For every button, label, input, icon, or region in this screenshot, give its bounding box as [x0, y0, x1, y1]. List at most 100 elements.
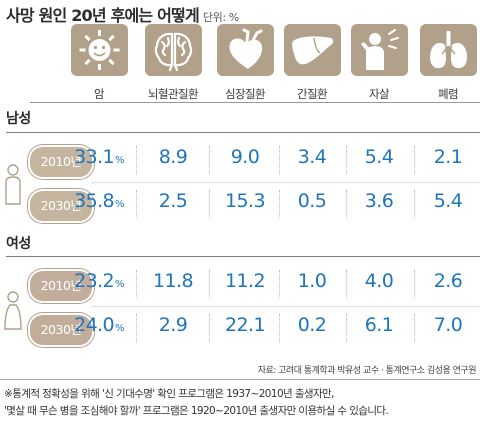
unit-label: 단위: %	[202, 11, 239, 24]
liver-icon-tile	[284, 24, 341, 76]
value-number: 11.8	[153, 270, 194, 292]
value-number: 1.0	[297, 270, 327, 292]
data-value: 2.5	[141, 190, 205, 212]
column-separator	[209, 314, 210, 342]
year-badge: 2010년	[28, 145, 94, 179]
column-separator	[278, 190, 280, 218]
column-separator	[209, 270, 210, 298]
table-row: 2030년 35.8% 2.5 15.3 0.5 3.6 5.4	[0, 184, 480, 224]
header-rule	[30, 102, 480, 103]
data-value: 5.4	[416, 190, 480, 212]
cause-label: 간질환	[297, 87, 328, 101]
value-number: 5.4	[364, 146, 394, 168]
percent-sign: %	[115, 155, 125, 166]
sun-icon	[79, 30, 120, 70]
value-number: 35.8	[74, 190, 115, 212]
column-separator	[209, 146, 210, 174]
table-row: 2010년 33.1% 8.9 9.0 3.4 5.4 2.1	[0, 140, 480, 180]
column-separator	[209, 190, 210, 218]
table-row: 2030년 24.0% 2.9 22.1 0.2 6.1 7.0	[0, 308, 480, 348]
lungs-icon-tile	[420, 24, 477, 76]
value-number: 11.2	[225, 270, 266, 292]
value-number: 9.0	[230, 146, 260, 168]
data-value: 7.0	[416, 314, 480, 336]
value-number: 2.5	[158, 190, 188, 212]
column-separator	[278, 146, 280, 174]
female-section-label: 여성	[6, 236, 31, 252]
value-number: 3.6	[364, 190, 394, 212]
section-divider	[6, 256, 480, 257]
source-credit: 자료: 고려대 통계학과 박유성 교수 · 통계연구소 김성용 연구원	[257, 366, 477, 376]
column-separator	[345, 314, 347, 342]
brain-icon-tile	[145, 24, 202, 76]
page-title: 사망 원인 20년 후에는 어떻게 단위: %	[6, 2, 239, 26]
column-separator	[345, 146, 347, 174]
data-value: 1.0	[280, 270, 344, 292]
data-value: 6.1	[347, 314, 411, 336]
value-number: 15.3	[225, 190, 266, 212]
data-value: 8.9	[141, 146, 205, 168]
column-separator	[136, 190, 137, 218]
year-badge: 2010년	[28, 269, 94, 303]
cause-label: 폐렴	[438, 87, 459, 101]
brain-icon	[154, 32, 193, 72]
data-value: 5.4	[347, 146, 411, 168]
data-value: 11.2	[213, 270, 277, 292]
year-badge: 2030년	[28, 189, 94, 223]
data-value: 23.2%	[67, 270, 131, 292]
row-separator	[92, 182, 480, 183]
column-separator	[136, 146, 137, 174]
footnote: ※통계적 정확성을 위해 '신 기대수명' 확인 프로그램은 1937~2010…	[4, 388, 334, 400]
sun-icon-tile	[71, 24, 128, 76]
row-separator	[92, 306, 480, 307]
data-value: 0.2	[280, 314, 344, 336]
cause-label: 심장질환	[225, 87, 266, 101]
person-distress-icon	[361, 29, 399, 70]
person-distress-icon-tile	[351, 24, 408, 76]
value-number: 7.0	[433, 314, 463, 336]
year-badge: 2030년	[28, 313, 94, 347]
value-number: 4.0	[364, 270, 394, 292]
data-value: 35.8%	[67, 190, 131, 212]
heart-icon-tile	[217, 24, 274, 76]
data-value: 22.1	[213, 314, 277, 336]
data-value: 11.8	[141, 270, 205, 292]
column-separator	[413, 270, 415, 298]
data-value: 2.9	[141, 314, 205, 336]
lungs-icon	[430, 31, 467, 69]
data-value: 3.4	[280, 146, 344, 168]
data-value: 4.0	[347, 270, 411, 292]
section-divider	[6, 132, 480, 133]
percent-sign: %	[115, 323, 125, 334]
data-value: 2.6	[416, 270, 480, 292]
table-row: 2010년 23.2% 11.8 11.2 1.0 4.0 2.6	[0, 264, 480, 304]
column-separator	[136, 270, 137, 298]
value-number: 0.5	[297, 190, 327, 212]
data-value: 33.1%	[67, 146, 131, 168]
column-separator	[413, 314, 415, 342]
heart-icon	[229, 28, 263, 69]
percent-sign: %	[115, 279, 125, 290]
male-figure	[0, 162, 26, 208]
data-value: 9.0	[213, 146, 277, 168]
cause-label: 뇌혈관질환	[148, 87, 199, 101]
column-separator	[345, 270, 347, 298]
data-value: 2.1	[416, 146, 480, 168]
female-figure-icon	[4, 291, 22, 330]
column-separator	[136, 314, 137, 342]
data-value: 3.6	[347, 190, 411, 212]
value-number: 0.2	[297, 314, 327, 336]
value-number: 23.2	[74, 270, 115, 292]
data-value: 15.3	[213, 190, 277, 212]
cause-label: 자살	[369, 87, 390, 101]
footer-rule	[0, 379, 480, 380]
value-number: 2.9	[158, 314, 188, 336]
value-number: 3.4	[297, 146, 327, 168]
value-number: 2.1	[433, 146, 463, 168]
column-separator	[278, 314, 280, 342]
data-value: 0.5	[280, 190, 344, 212]
percent-sign: %	[115, 199, 125, 210]
liver-icon	[292, 36, 334, 65]
male-section-label: 남성	[6, 111, 31, 127]
